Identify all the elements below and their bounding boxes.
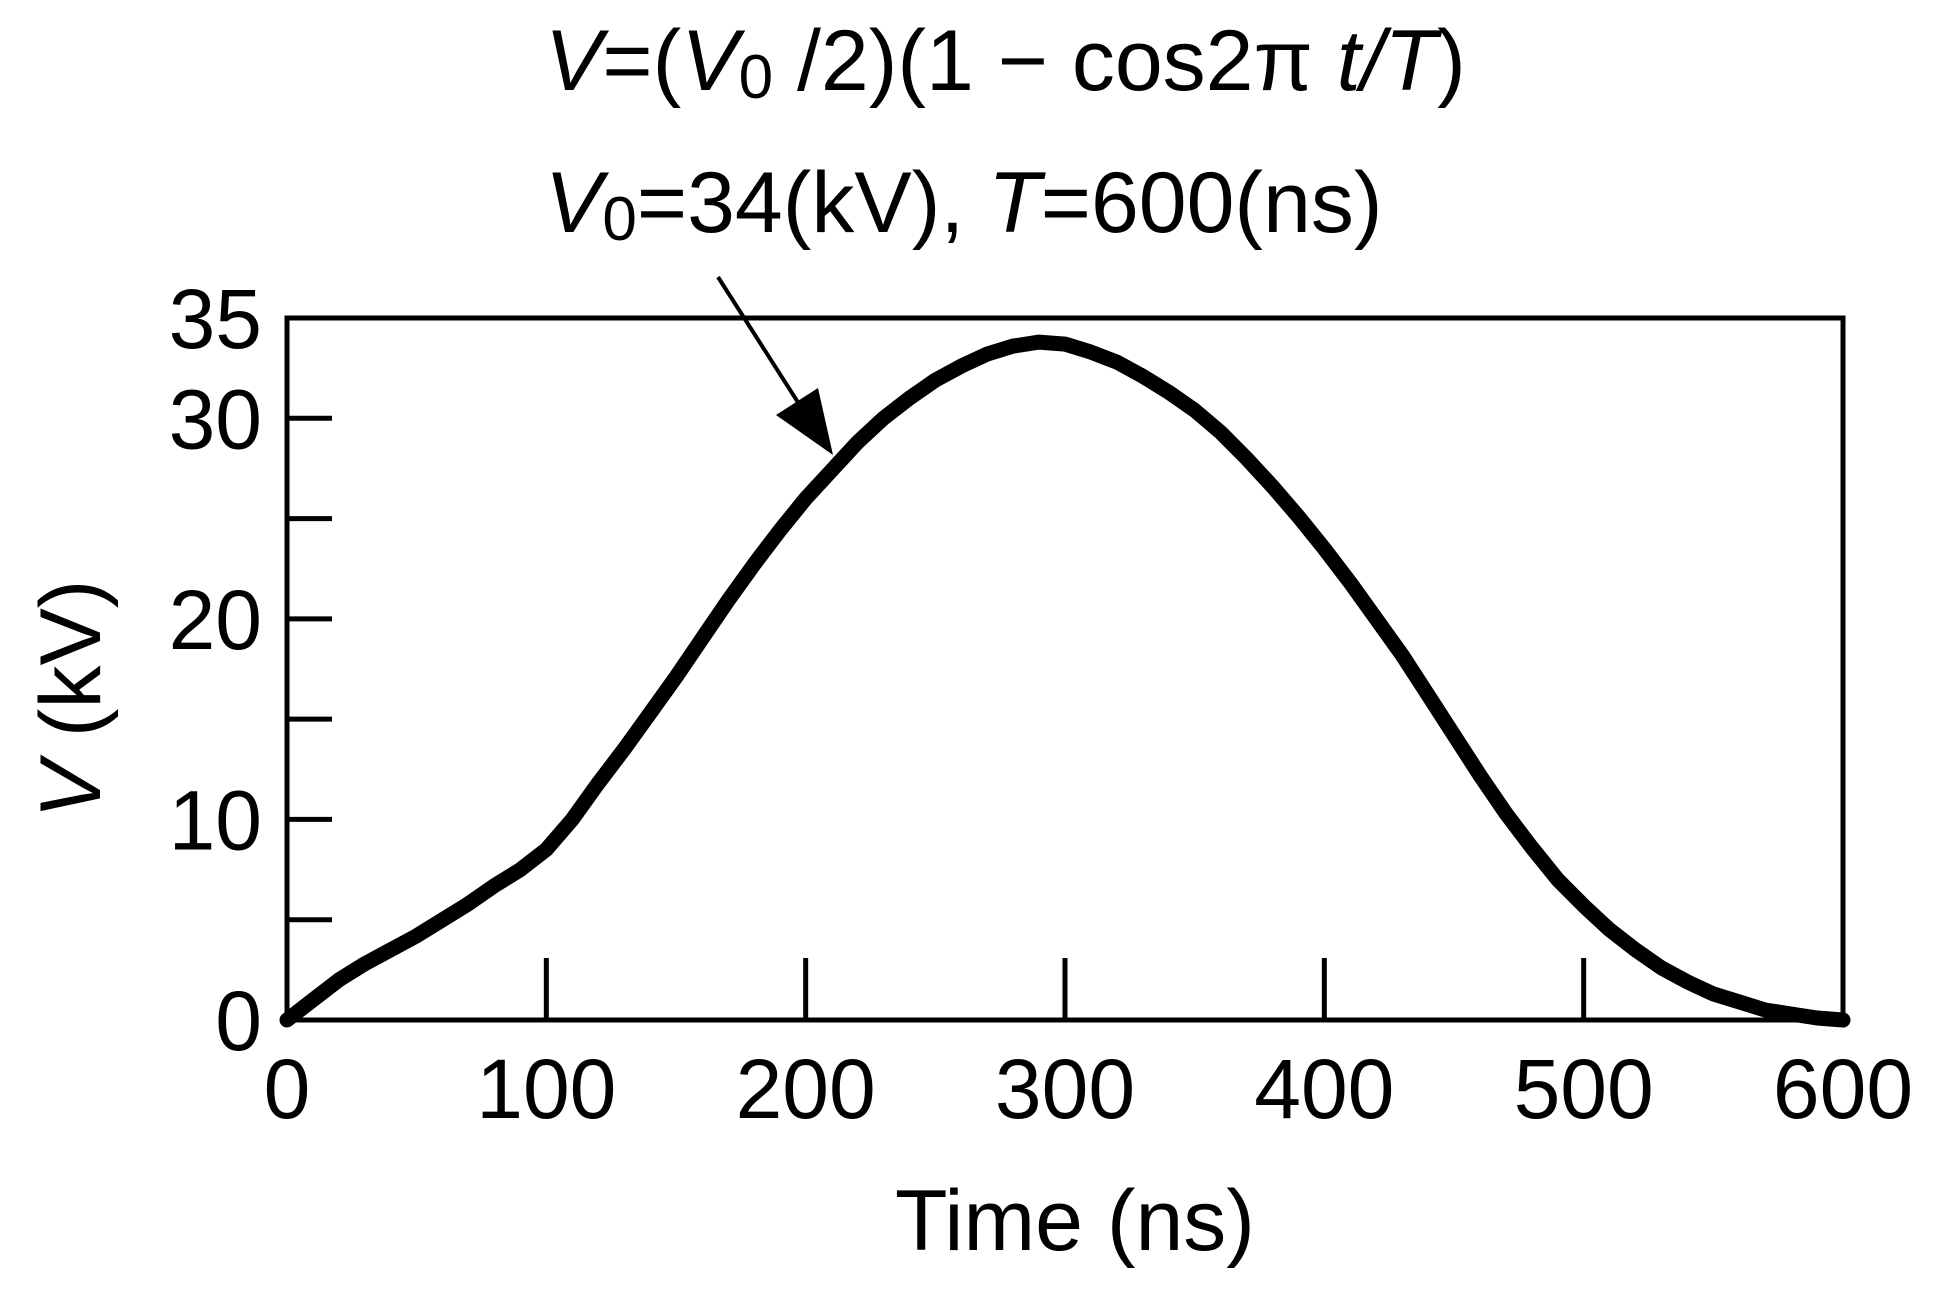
y-tick-label-30: 30 bbox=[169, 372, 262, 466]
y-tick-label-0: 0 bbox=[215, 974, 262, 1068]
x-tick-label-600: 600 bbox=[1773, 1042, 1913, 1136]
formula-T: T bbox=[1384, 13, 1438, 109]
y-tick-label-10: 10 bbox=[169, 773, 262, 867]
y-axis-label-unit: (kV) bbox=[23, 580, 119, 738]
x-axis-label: Time (ns) bbox=[895, 1173, 1255, 1269]
params-sub0: 0 bbox=[602, 185, 637, 254]
params-val: =34(kV), bbox=[636, 155, 989, 251]
y-axis-label-var: V bbox=[23, 737, 119, 818]
x-tick-label-300: 300 bbox=[995, 1042, 1135, 1136]
series-line-0 bbox=[279, 334, 1851, 1028]
x-tick-label-500: 500 bbox=[1514, 1042, 1654, 1136]
formula-mid: /2)(1 − cos2π bbox=[773, 13, 1337, 109]
plot-frame bbox=[284, 315, 1846, 1023]
x-tick-label-100: 100 bbox=[476, 1042, 616, 1136]
x-tick-label-0: 0 bbox=[264, 1042, 311, 1136]
y-tick-label-35: 35 bbox=[169, 272, 262, 366]
formula-close: ) bbox=[1437, 13, 1466, 109]
params-v0: V bbox=[545, 155, 603, 251]
x-tick-label-400: 400 bbox=[1254, 1042, 1394, 1136]
params-T: T bbox=[988, 155, 1041, 251]
params-annotation: V0=34(kV), T=600(ns) bbox=[545, 160, 1383, 251]
formula-annotation: V=(V0 /2)(1 − cos2π t/T) bbox=[545, 18, 1466, 109]
formula-slash: / bbox=[1360, 13, 1385, 109]
formula-sub0: 0 bbox=[738, 43, 774, 112]
annotation-arrowhead bbox=[776, 388, 833, 455]
formula-t: t bbox=[1336, 13, 1361, 109]
x-tick-label-200: 200 bbox=[736, 1042, 876, 1136]
formula-v0: V bbox=[681, 13, 739, 109]
formula-v: V bbox=[545, 13, 603, 109]
y-tick-label-20: 20 bbox=[169, 573, 262, 667]
y-axis-label: V (kV) bbox=[23, 580, 119, 819]
params-tval: =600(ns) bbox=[1040, 155, 1383, 251]
formula-eq: =( bbox=[602, 13, 682, 109]
